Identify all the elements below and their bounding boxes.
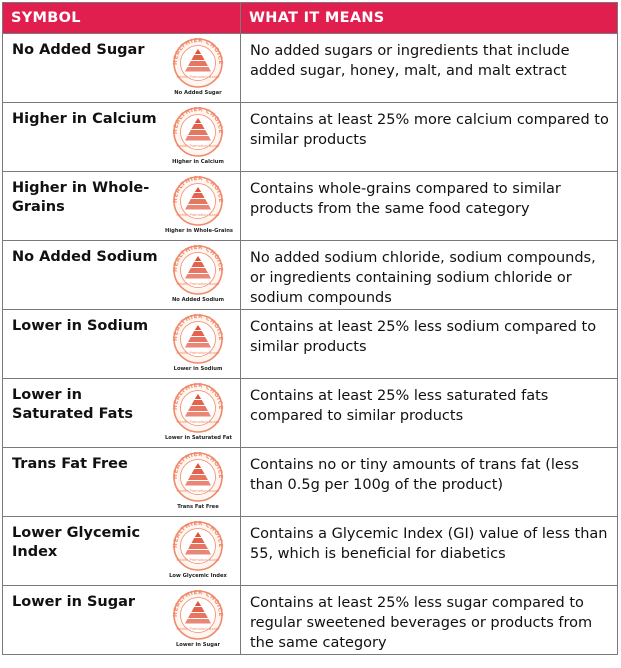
meaning-cell: Contains at least 25% less sodium compar… <box>240 309 618 379</box>
healthier-choice-logo: HEALTHIER CHOICE Health Promotion Board Tr… <box>165 451 231 513</box>
table-row: Lower Glycemic Index HEALTHIER CHOICE Heal… <box>2 516 618 586</box>
healthier-choice-table: SYMBOL WHAT IT MEANS No Added Sugar HEALT… <box>2 2 618 655</box>
symbol-cell: Higher in Calcium HEALTHIER CHOICE Health … <box>2 102 241 172</box>
header-symbol: SYMBOL <box>2 2 241 34</box>
table-row: No Added Sodium HEALTHIER CHOICE Health Pr… <box>2 240 618 310</box>
meaning-text: Contains at least 25% more calcium compa… <box>250 112 609 148</box>
logo-sub-text: Health Promotion Board <box>177 213 220 217</box>
symbol-name: No Added Sugar <box>12 42 145 58</box>
healthier-choice-logo: HEALTHIER CHOICE Health Promotion Board Lo… <box>165 382 233 444</box>
logo-caption: Trans Fat Free <box>177 504 219 510</box>
meaning-cell: No added sodium chloride, sodium compoun… <box>240 240 618 310</box>
meaning-text: No added sodium chloride, sodium compoun… <box>250 250 596 306</box>
header-meaning: WHAT IT MEANS <box>240 2 618 34</box>
meaning-text: Contains whole-grains compared to simila… <box>250 181 561 217</box>
meaning-text: No added sugars or ingredients that incl… <box>250 43 570 79</box>
logo-caption: Lower in Saturated Fat <box>165 435 233 441</box>
table-row: Trans Fat Free HEALTHIER CHOICE Health Pro… <box>2 447 618 517</box>
meaning-text: Contains at least 25% less sodium compar… <box>250 319 597 355</box>
meaning-cell: Contains whole-grains compared to simila… <box>240 171 618 241</box>
symbol-cell: Higher in Whole-Grains HEALTHIER CHOICE He… <box>2 171 241 241</box>
symbol-name: Lower in Sodium <box>12 318 149 334</box>
meaning-cell: Contains at least 25% more calcium compa… <box>240 102 618 172</box>
pyramid-icon <box>185 187 211 210</box>
logo-caption: Low Glycemic Index <box>169 573 227 579</box>
pyramid-icon <box>185 325 211 348</box>
symbol-name: No Added Sodium <box>12 249 158 265</box>
logo-caption: Higher in Calcium <box>172 159 224 165</box>
symbol-cell: Lower in Sugar HEALTHIER CHOICE Health Pro… <box>2 585 241 655</box>
symbol-name: Higher in Calcium <box>12 111 157 127</box>
pyramid-icon <box>185 256 211 279</box>
meaning-cell: Contains at least 25% less saturated fat… <box>240 378 618 448</box>
meaning-text: Contains no or tiny amounts of trans fat… <box>250 457 579 493</box>
table-body: No Added Sugar HEALTHIER CHOICE Health Pro… <box>2 33 618 655</box>
table-row: Lower in Sodium HEALTHIER CHOICE Health Pr… <box>2 309 618 379</box>
table-row: Lower in Sugar HEALTHIER CHOICE Health Pro… <box>2 585 618 655</box>
symbol-cell: Trans Fat Free HEALTHIER CHOICE Health Pro… <box>2 447 241 517</box>
meaning-cell: No added sugars or ingredients that incl… <box>240 33 618 103</box>
pyramid-icon <box>185 601 211 624</box>
meaning-cell: Contains no or tiny amounts of trans fat… <box>240 447 618 517</box>
symbol-cell: No Added Sodium HEALTHIER CHOICE Health Pr… <box>2 240 241 310</box>
symbol-name: Trans Fat Free <box>12 456 128 472</box>
symbol-cell: Lower in Saturated Fats HEALTHIER CHOICE H… <box>2 378 241 448</box>
logo-caption: No Added Sugar <box>174 90 222 96</box>
logo-sub-text: Health Promotion Board <box>177 627 220 631</box>
logo-sub-text: Health Promotion Board <box>177 75 220 79</box>
healthier-choice-logo: HEALTHIER CHOICE Health Promotion Board No… <box>165 37 231 99</box>
pyramid-icon <box>185 532 211 555</box>
logo-sub-text: Health Promotion Board <box>177 351 220 355</box>
healthier-choice-logo: HEALTHIER CHOICE Health Promotion Board Lo… <box>165 520 231 582</box>
symbol-name: Lower in Sugar <box>12 594 136 610</box>
logo-sub-text: Health Promotion Board <box>177 420 220 424</box>
table-row: Higher in Whole-Grains HEALTHIER CHOICE He… <box>2 171 618 241</box>
pyramid-icon <box>185 118 211 141</box>
pyramid-icon <box>185 49 211 72</box>
symbol-cell: Lower Glycemic Index HEALTHIER CHOICE Heal… <box>2 516 241 586</box>
logo-caption: Higher in Whole-Grains <box>165 228 233 234</box>
healthier-choice-logo: HEALTHIER CHOICE Health Promotion Board No… <box>165 244 231 306</box>
table-row: No Added Sugar HEALTHIER CHOICE Health Pro… <box>2 33 618 103</box>
meaning-text: Contains at least 25% less sugar compare… <box>250 595 593 651</box>
meaning-text: Contains a Glycemic Index (GI) value of … <box>250 526 608 562</box>
meaning-text: Contains at least 25% less saturated fat… <box>250 388 549 424</box>
healthier-choice-logo: HEALTHIER CHOICE Health Promotion Board Hi… <box>165 106 231 168</box>
healthier-choice-logo: HEALTHIER CHOICE Health Promotion Board Lo… <box>165 589 231 651</box>
healthier-choice-logo: HEALTHIER CHOICE Health Promotion Board Hi… <box>165 175 233 237</box>
meaning-cell: Contains a Glycemic Index (GI) value of … <box>240 516 618 586</box>
logo-sub-text: Health Promotion Board <box>177 282 220 286</box>
symbol-cell: No Added Sugar HEALTHIER CHOICE Health Pro… <box>2 33 241 103</box>
symbol-name: Higher in Whole-Grains <box>12 180 150 215</box>
table-header-row: SYMBOL WHAT IT MEANS <box>2 2 618 34</box>
table-row: Lower in Saturated Fats HEALTHIER CHOICE H… <box>2 378 618 448</box>
pyramid-icon <box>185 394 211 417</box>
logo-sub-text: Health Promotion Board <box>177 489 220 493</box>
pyramid-icon <box>185 463 211 486</box>
logo-sub-text: Health Promotion Board <box>177 558 220 562</box>
logo-caption: Lower in Sugar <box>175 642 221 648</box>
logo-sub-text: Health Promotion Board <box>177 144 220 148</box>
healthier-choice-logo: HEALTHIER CHOICE Health Promotion Board Lo… <box>165 313 231 375</box>
symbol-name: Lower in Saturated Fats <box>12 387 134 422</box>
meaning-cell: Contains at least 25% less sugar compare… <box>240 585 618 655</box>
table-row: Higher in Calcium HEALTHIER CHOICE Health … <box>2 102 618 172</box>
logo-caption: No Added Sodium <box>171 297 225 303</box>
symbol-cell: Lower in Sodium HEALTHIER CHOICE Health Pr… <box>2 309 241 379</box>
logo-caption: Lower in Sodium <box>173 366 223 372</box>
symbol-name: Lower Glycemic Index <box>12 525 141 560</box>
